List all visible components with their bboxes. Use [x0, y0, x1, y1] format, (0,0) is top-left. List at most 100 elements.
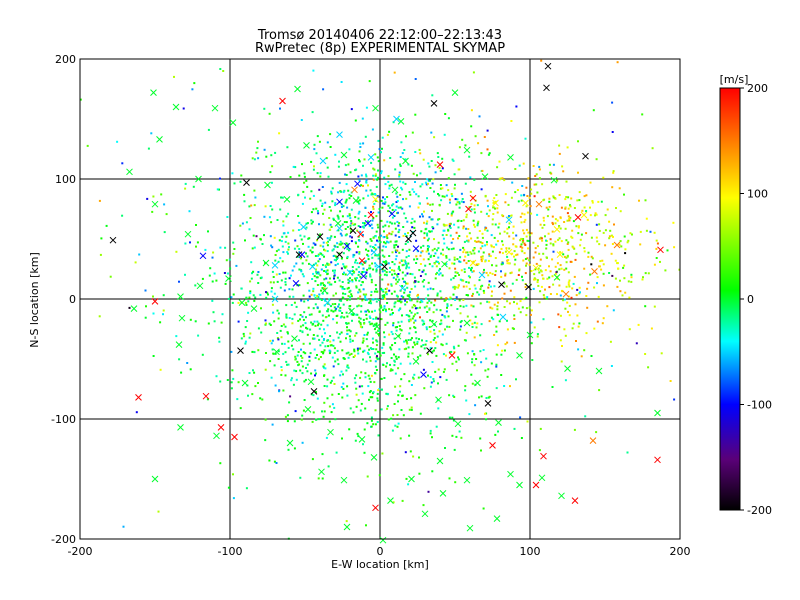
- dot-marker: [304, 352, 307, 355]
- dot-marker: [377, 211, 380, 214]
- dot-marker: [442, 370, 445, 373]
- dot-marker: [602, 176, 605, 179]
- dot-marker: [432, 227, 435, 230]
- dot-marker: [521, 279, 524, 282]
- dot-marker: [417, 296, 420, 299]
- dot-marker: [611, 131, 614, 133]
- dot-marker: [369, 300, 372, 303]
- dot-marker: [434, 347, 437, 350]
- dot-marker: [395, 329, 398, 332]
- dot-marker: [416, 250, 419, 253]
- dot-marker: [524, 244, 527, 246]
- dot-marker: [500, 247, 503, 250]
- dot-marker: [237, 301, 240, 304]
- dot-marker: [471, 358, 474, 361]
- dot-marker: [441, 313, 444, 316]
- dot-marker: [438, 273, 441, 276]
- dot-marker: [385, 245, 387, 248]
- dot-marker: [619, 290, 622, 293]
- dot-marker: [408, 205, 411, 208]
- x-marker: [439, 490, 447, 497]
- dot-marker: [666, 249, 669, 252]
- dot-marker: [324, 284, 326, 287]
- dot-marker: [418, 148, 421, 151]
- dot-marker: [433, 255, 436, 257]
- dot-marker: [79, 98, 82, 101]
- dot-marker: [410, 221, 413, 224]
- dot-marker: [400, 141, 403, 144]
- dot-marker: [487, 259, 490, 262]
- dot-marker: [566, 301, 569, 304]
- dot-marker: [443, 315, 446, 318]
- dot-marker: [381, 136, 384, 139]
- dot-marker: [467, 260, 470, 262]
- dot-marker: [394, 234, 397, 237]
- dot-marker: [384, 198, 386, 201]
- dot-marker: [454, 286, 457, 289]
- dot-marker: [474, 135, 477, 138]
- dot-marker: [573, 428, 576, 431]
- dot-marker: [485, 418, 487, 421]
- dot-marker: [423, 232, 426, 235]
- dot-marker: [372, 205, 375, 208]
- dot-marker: [244, 326, 247, 329]
- dot-marker: [415, 239, 418, 242]
- x-marker: [436, 457, 444, 465]
- dot-marker: [519, 416, 522, 419]
- x-marker: [349, 227, 357, 234]
- x-marker: [298, 251, 306, 258]
- dot-marker: [277, 338, 280, 341]
- dot-marker: [403, 373, 406, 376]
- dot-marker: [372, 348, 375, 350]
- dot-marker: [549, 270, 552, 273]
- dot-marker: [381, 206, 384, 209]
- dot-marker: [411, 217, 414, 220]
- dot-marker: [376, 290, 379, 293]
- dot-marker: [362, 197, 365, 200]
- dot-marker: [580, 355, 583, 358]
- dot-marker: [376, 223, 379, 226]
- dot-marker: [454, 299, 457, 301]
- dot-marker: [316, 172, 319, 175]
- dot-marker: [495, 387, 498, 390]
- x-marker: [372, 504, 379, 512]
- dot-marker: [301, 441, 304, 444]
- dot-marker: [427, 182, 429, 185]
- x-marker: [241, 379, 249, 387]
- dot-marker: [481, 284, 484, 287]
- dot-marker: [548, 163, 551, 166]
- dot-marker: [341, 437, 343, 440]
- dot-marker: [445, 184, 448, 187]
- dot-marker: [567, 271, 570, 274]
- dot-marker: [352, 253, 355, 256]
- dot-marker: [398, 175, 401, 178]
- dot-marker: [484, 412, 486, 415]
- dot-marker: [609, 340, 612, 343]
- dot-marker: [446, 303, 449, 306]
- dot-marker: [349, 330, 352, 333]
- dot-marker: [367, 374, 370, 377]
- dot-marker: [377, 434, 380, 437]
- dot-marker: [442, 353, 445, 356]
- dot-marker: [387, 204, 390, 207]
- dot-marker: [503, 179, 506, 182]
- dot-marker: [542, 252, 545, 255]
- dot-marker: [544, 288, 546, 291]
- dot-marker: [232, 497, 235, 500]
- dot-marker: [280, 373, 283, 376]
- dot-marker: [519, 245, 522, 248]
- dot-marker: [159, 321, 162, 324]
- dot-marker: [538, 177, 541, 180]
- dot-marker: [444, 113, 447, 115]
- dot-marker: [368, 264, 371, 267]
- dot-marker: [98, 315, 101, 318]
- dot-marker: [429, 330, 432, 333]
- x-marker: [372, 104, 379, 112]
- dot-marker: [524, 272, 527, 275]
- dot-marker: [369, 189, 372, 192]
- dot-marker: [494, 257, 497, 259]
- dot-marker: [452, 419, 455, 422]
- dot-marker: [290, 379, 293, 382]
- dot-marker: [357, 352, 360, 355]
- dot-marker: [403, 212, 406, 215]
